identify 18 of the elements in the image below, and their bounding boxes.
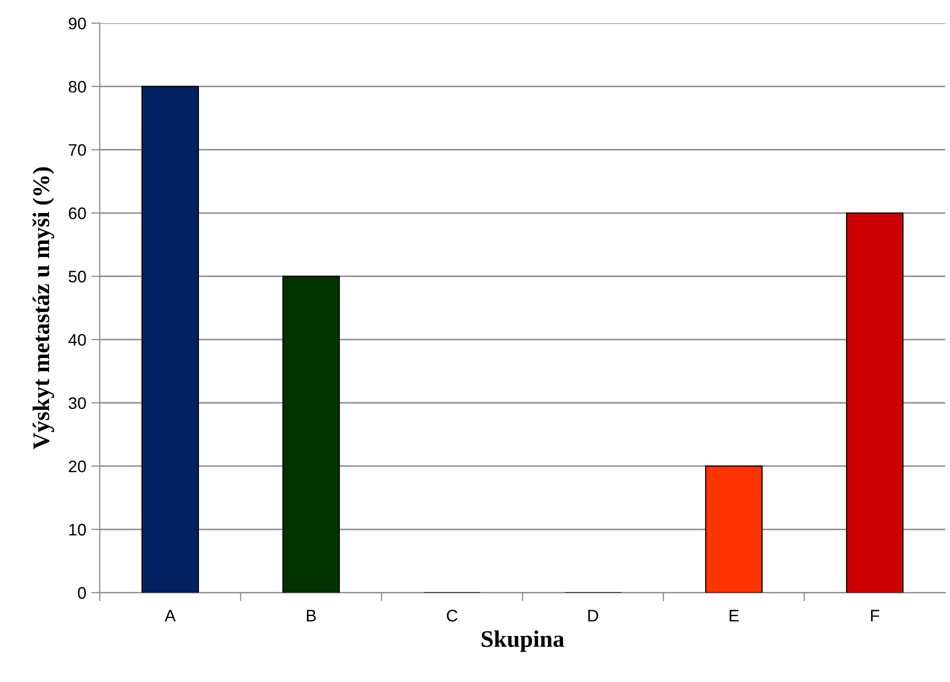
x-tick-label: E [730, 610, 739, 622]
y-tick-label: 0 [78, 587, 86, 599]
y-tick-label: 50 [68, 270, 86, 282]
x-tick-label: D [588, 610, 598, 622]
x-axis-title: Skupina [482, 630, 564, 652]
y-tick-label: 60 [68, 207, 86, 220]
y-tick-label: 70 [68, 144, 86, 156]
y-tick-label: 40 [68, 334, 86, 346]
x-tick-label: B [306, 610, 316, 622]
x-tick-label: C [446, 610, 458, 622]
x-tick-label: F [871, 610, 880, 622]
y-axis-title: Výskyt metastáz u myši (%) [32, 167, 54, 450]
y-tick-label: 20 [68, 460, 86, 472]
y-tick-label: 80 [68, 80, 86, 93]
y-tick-label: 30 [68, 397, 86, 410]
y-tick-label: 10 [69, 524, 86, 536]
y-tick-label: 90 [68, 18, 86, 30]
x-tick-label: A [164, 610, 176, 622]
